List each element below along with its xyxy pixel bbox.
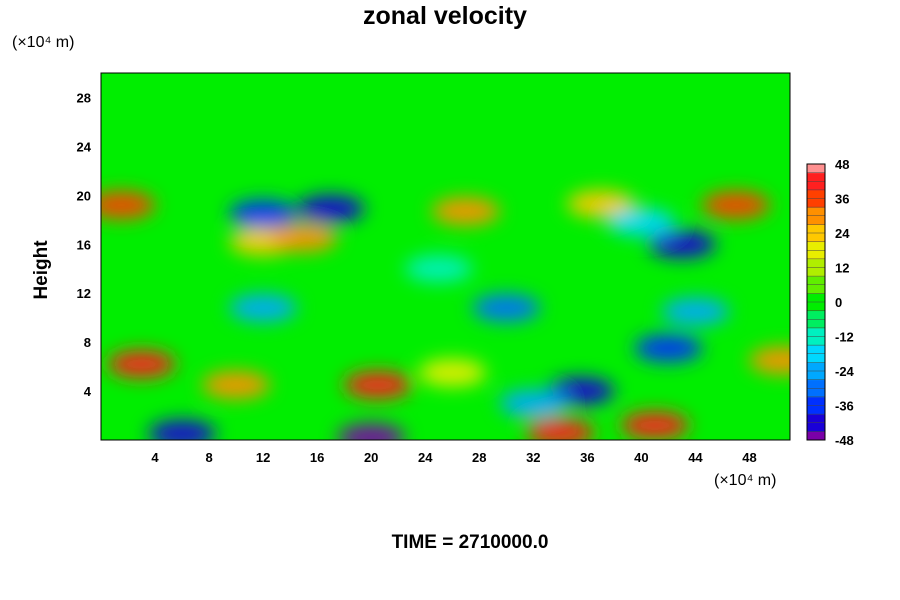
velocity-feature [202, 370, 271, 399]
colorbar-band [807, 241, 825, 251]
colorbar-band [807, 267, 825, 277]
colorbar-band [807, 431, 825, 441]
velocity-feature [296, 194, 365, 223]
velocity-feature [418, 358, 487, 387]
colorbar-band [807, 319, 825, 329]
colorbar-band [807, 284, 825, 294]
velocity-feature [566, 189, 635, 218]
x-tick-label: 28 [472, 450, 486, 465]
velocity-feature [148, 419, 217, 440]
x-tick-label: 24 [418, 450, 433, 465]
velocity-feature [269, 224, 338, 253]
y-tick-label: 28 [77, 90, 91, 105]
colorbar-tick-label: 36 [835, 192, 849, 207]
colorbar-band [807, 327, 825, 337]
colorbar-band [807, 172, 825, 182]
colorbar-band [807, 302, 825, 312]
velocity-feature [526, 418, 595, 440]
colorbar-band [807, 198, 825, 208]
heatmap-plot [101, 73, 790, 440]
x-tick-label: 8 [205, 450, 212, 465]
x-tick-label: 16 [310, 450, 324, 465]
colorbar-band [807, 224, 825, 234]
velocity-feature [343, 370, 412, 399]
colorbar-band [807, 250, 825, 260]
colorbar-tick-label: -12 [835, 330, 854, 345]
colorbar-band [807, 414, 825, 424]
velocity-feature [634, 334, 703, 363]
velocity-feature [499, 389, 568, 418]
x-tick-label: 12 [256, 450, 270, 465]
x-tick-labels: 4 8 12 16 20 24 28 32 36 40 44 48 [151, 450, 756, 465]
velocity-feature [229, 293, 298, 322]
colorbar-band [807, 181, 825, 191]
colorbar-band [807, 310, 825, 320]
velocity-feature [661, 297, 730, 326]
x-tick-label: 32 [526, 450, 540, 465]
colorbar-band [807, 362, 825, 372]
colorbar-band [807, 405, 825, 415]
velocity-feature [107, 350, 176, 379]
colorbar-band [807, 207, 825, 217]
y-tick-label: 8 [84, 335, 91, 350]
time-label: TIME = 2710000.0 [391, 532, 549, 553]
velocity-feature [620, 411, 689, 440]
x-tick-label: 48 [742, 450, 756, 465]
chart-title: zonal velocity [363, 2, 527, 30]
velocity-feature [472, 293, 541, 322]
colorbar [806, 163, 826, 441]
colorbar-band [807, 164, 825, 174]
colorbar-band [807, 345, 825, 355]
colorbar-band [807, 388, 825, 398]
y-tick-label: 4 [84, 384, 92, 399]
colorbar-tick-label: 48 [835, 157, 849, 172]
colorbar-tick-label: -36 [835, 399, 854, 414]
velocity-feature [701, 191, 770, 220]
velocity-feature [749, 346, 790, 375]
velocity-feature [607, 208, 676, 237]
colorbar-band [807, 189, 825, 199]
x-tick-label: 36 [580, 450, 594, 465]
colorbar-tick-label: -24 [835, 364, 855, 379]
y-tick-label: 24 [77, 139, 92, 154]
x-tick-label: 4 [151, 450, 159, 465]
colorbar-tick-label: 0 [835, 295, 842, 310]
plot-frame [100, 72, 791, 441]
y-tick-label: 20 [77, 188, 91, 203]
colorbar-band [807, 336, 825, 346]
colorbar-band [807, 353, 825, 363]
x-tick-label: 20 [364, 450, 378, 465]
velocity-feature [337, 423, 406, 440]
colorbar-band [807, 233, 825, 243]
y-tick-label: 16 [77, 237, 91, 252]
colorbar-band [807, 371, 825, 381]
colorbar-band [807, 215, 825, 225]
velocity-feature [404, 254, 473, 283]
velocity-feature [431, 197, 500, 226]
y-tick-labels: 4 8 12 16 20 24 28 [77, 90, 92, 399]
colorbar-tick-label: 12 [835, 261, 849, 276]
colorbar-band [807, 422, 825, 432]
x-tick-label: 44 [688, 450, 703, 465]
colorbar-tick-labels: 48 36 24 12 0 -12 -24 -36 -48 [835, 157, 855, 448]
x-tick-label: 40 [634, 450, 648, 465]
colorbar-band [807, 379, 825, 389]
colorbar-frame [806, 163, 826, 441]
colorbar-tick-label: -48 [835, 433, 854, 448]
colorbar-band [807, 396, 825, 406]
colorbar-band [807, 276, 825, 286]
x-axis-unit: (×10⁴ m) [714, 472, 777, 489]
velocity-feature [101, 191, 156, 220]
colorbar-band [807, 293, 825, 303]
heatmap-features [101, 189, 790, 440]
velocity-feature [647, 230, 716, 259]
colorbar-band [807, 258, 825, 268]
y-axis-unit: (×10⁴ m) [12, 34, 75, 51]
velocity-feature [229, 199, 298, 228]
y-tick-label: 12 [77, 286, 91, 301]
colorbar-tick-label: 24 [835, 226, 850, 241]
